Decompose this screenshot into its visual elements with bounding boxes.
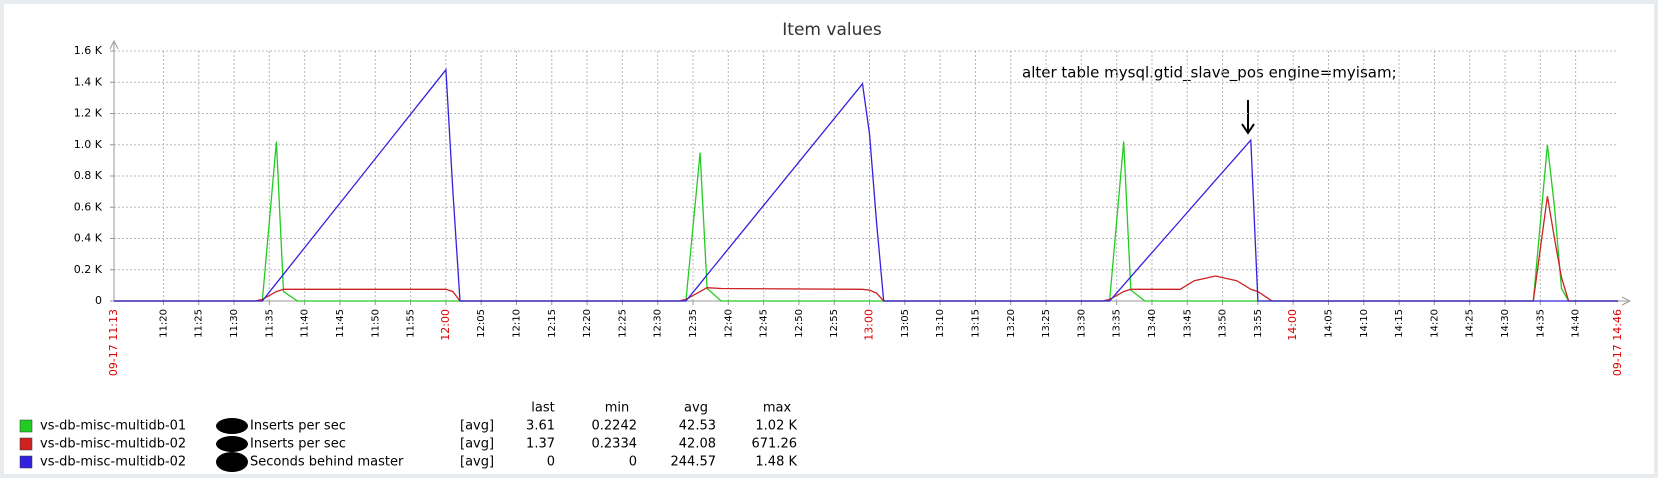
x-tick-label: 14:30 — [1500, 309, 1511, 338]
annotation: alter table mysql.gtid_slave_pos engine=… — [1022, 64, 1397, 83]
legend-header: last — [531, 401, 554, 416]
x-tick-label: 11:25 — [194, 309, 205, 338]
legend-header: min — [605, 401, 630, 416]
x-tick-label: 11:40 — [300, 309, 311, 338]
legend-header: avg — [684, 401, 708, 416]
legend-stat: 1.02 K — [755, 419, 797, 434]
x-tick-label: 13:50 — [1218, 309, 1229, 338]
x-tick-label: 14:35 — [1535, 309, 1546, 338]
legend-swatch — [19, 437, 33, 451]
x-tick-label: 11:30 — [229, 309, 240, 338]
legend-swatch — [19, 455, 33, 469]
x-tick-label: 13:05 — [900, 309, 911, 338]
legend-name: vs-db-misc-multidb-02 — [40, 437, 186, 452]
x-tick-label: 12:25 — [617, 309, 628, 338]
y-tick-label: 0.6 K — [74, 200, 103, 213]
grid — [114, 50, 1618, 301]
legend-stat: 244.57 — [671, 455, 717, 470]
x-tick-label: 09-17 14:46 — [1611, 309, 1624, 376]
x-tick-label: 13:10 — [935, 309, 946, 338]
x-tick-label: 14:15 — [1394, 309, 1405, 338]
x-tick-label: 14:25 — [1465, 309, 1476, 338]
x-tick-label: 12:05 — [476, 309, 487, 338]
legend-stat: 671.26 — [752, 437, 798, 452]
legend-stat: 3.61 — [526, 419, 555, 434]
y-tick-label: 1.2 K — [74, 107, 103, 120]
chart-title: Item values — [782, 20, 882, 40]
x-tick-label: 14:00 — [1286, 309, 1299, 341]
legend-stat: 0.2242 — [592, 419, 638, 434]
x-tick-label: 14:40 — [1571, 309, 1582, 338]
legend-swatch — [19, 419, 33, 433]
x-tick-label: 13:35 — [1112, 309, 1123, 338]
y-tick-label: 0.2 K — [74, 263, 103, 276]
x-tick-label: 13:00 — [863, 309, 876, 341]
y-tick-label: 1.0 K — [74, 138, 103, 151]
y-tick-label: 1.4 K — [74, 75, 103, 88]
legend-stat: 0 — [629, 455, 637, 470]
x-tick-label: 13:25 — [1041, 309, 1052, 338]
x-tick-label: 11:55 — [406, 309, 417, 338]
y-tick-label: 0 — [95, 294, 102, 307]
legend-function: [avg] — [460, 455, 494, 470]
legend-name: vs-db-misc-multidb-01 — [40, 419, 186, 434]
y-tick-label: 0.8 K — [74, 169, 103, 182]
x-tick-label: 14:20 — [1429, 309, 1440, 338]
legend-stat: 42.53 — [679, 419, 716, 434]
x-tick-label: 13:45 — [1182, 309, 1193, 338]
x-tick-label: 11:20 — [158, 309, 169, 338]
x-tick-label: 13:20 — [1006, 309, 1017, 338]
legend-stat: 0 — [547, 455, 555, 470]
series-line — [114, 68, 1618, 302]
x-tick-label: 12:10 — [511, 309, 522, 338]
x-tick-label: 12:40 — [723, 309, 734, 338]
y-tick-label: 0.4 K — [74, 232, 103, 245]
x-tick-label: 14:05 — [1323, 309, 1334, 338]
legend-item: Inserts per sec — [250, 419, 346, 434]
x-tick-label: 11:50 — [370, 309, 381, 338]
x-tick-label: 12:00 — [439, 309, 452, 341]
legend-stat: 0.2334 — [592, 437, 638, 452]
x-tick-label: 12:50 — [794, 309, 805, 338]
legend-function: [avg] — [460, 419, 494, 434]
x-tick-label: 13:40 — [1147, 309, 1158, 338]
legend-stat: 1.37 — [526, 437, 555, 452]
x-tick-label: 13:55 — [1253, 309, 1264, 338]
redaction — [216, 452, 248, 472]
legend-item: Inserts per sec — [250, 437, 346, 452]
redaction — [216, 436, 248, 452]
x-tick-label: 13:30 — [1076, 309, 1087, 338]
x-tick-label: 12:20 — [582, 309, 593, 338]
x-tick-label: 11:35 — [264, 309, 275, 338]
legend-stat: 1.48 K — [755, 455, 797, 470]
x-tick-label: 14:10 — [1359, 309, 1370, 338]
y-tick-label: 1.6 K — [74, 44, 103, 57]
x-tick-label: 11:45 — [335, 309, 346, 338]
x-tick-label: 09-17 11:13 — [107, 309, 120, 376]
annotation-arrow — [1241, 100, 1255, 135]
legend-item: Seconds behind master — [250, 455, 404, 470]
legend-stat: 42.08 — [679, 437, 716, 452]
x-tick-label: 13:15 — [970, 309, 981, 338]
x-tick-label: 12:45 — [759, 309, 770, 338]
redaction — [216, 418, 248, 434]
legend-name: vs-db-misc-multidb-02 — [40, 455, 186, 470]
x-tick-label: 12:55 — [829, 309, 840, 338]
legend-header: max — [763, 401, 792, 416]
x-tick-label: 12:30 — [653, 309, 664, 338]
x-tick-label: 12:35 — [688, 309, 699, 338]
legend-function: [avg] — [460, 437, 494, 452]
x-tick-label: 12:15 — [547, 309, 558, 338]
